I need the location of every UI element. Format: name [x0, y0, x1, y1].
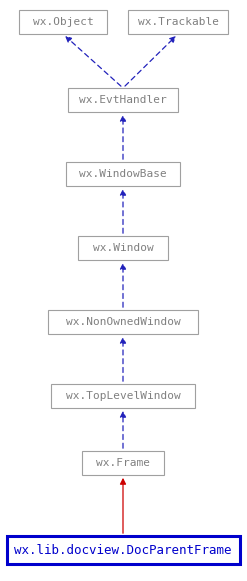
Text: wx.TopLevelWindow: wx.TopLevelWindow: [66, 391, 180, 401]
FancyBboxPatch shape: [68, 88, 178, 112]
Text: wx.Window: wx.Window: [93, 243, 153, 253]
Text: wx.WindowBase: wx.WindowBase: [79, 169, 167, 179]
FancyBboxPatch shape: [48, 310, 198, 334]
Text: wx.lib.docview.DocParentFrame: wx.lib.docview.DocParentFrame: [14, 543, 232, 557]
FancyBboxPatch shape: [82, 451, 164, 475]
Text: wx.NonOwnedWindow: wx.NonOwnedWindow: [66, 317, 180, 327]
Text: wx.Trackable: wx.Trackable: [138, 17, 219, 27]
FancyBboxPatch shape: [66, 162, 180, 186]
FancyBboxPatch shape: [78, 236, 168, 260]
FancyBboxPatch shape: [128, 10, 228, 34]
FancyBboxPatch shape: [6, 536, 240, 564]
FancyBboxPatch shape: [19, 10, 107, 34]
Text: wx.Frame: wx.Frame: [96, 458, 150, 468]
Text: wx.Object: wx.Object: [33, 17, 93, 27]
FancyBboxPatch shape: [51, 384, 195, 408]
Text: wx.EvtHandler: wx.EvtHandler: [79, 95, 167, 105]
